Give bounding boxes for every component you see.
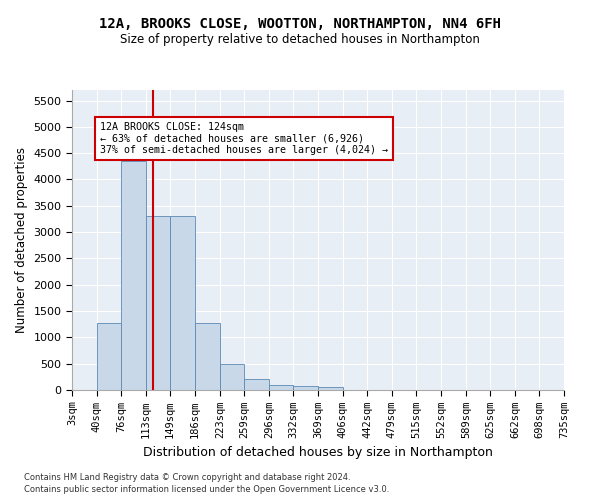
Bar <box>269 384 293 390</box>
Bar <box>244 378 269 390</box>
Text: Contains public sector information licensed under the Open Government Licence v3: Contains public sector information licen… <box>24 485 389 494</box>
Bar <box>121 161 146 390</box>
Text: 12A, BROOKS CLOSE, WOOTTON, NORTHAMPTON, NN4 6FH: 12A, BROOKS CLOSE, WOOTTON, NORTHAMPTON,… <box>99 18 501 32</box>
Bar <box>146 216 170 390</box>
Bar <box>318 387 343 390</box>
Bar <box>293 386 318 390</box>
Text: Size of property relative to detached houses in Northampton: Size of property relative to detached ho… <box>120 32 480 46</box>
Y-axis label: Number of detached properties: Number of detached properties <box>15 147 28 333</box>
Text: 12A BROOKS CLOSE: 124sqm
← 63% of detached houses are smaller (6,926)
37% of sem: 12A BROOKS CLOSE: 124sqm ← 63% of detach… <box>100 122 388 155</box>
Bar <box>220 364 244 390</box>
Bar <box>170 216 195 390</box>
Bar <box>97 323 121 390</box>
Bar <box>195 322 220 390</box>
X-axis label: Distribution of detached houses by size in Northampton: Distribution of detached houses by size … <box>143 446 493 459</box>
Text: Contains HM Land Registry data © Crown copyright and database right 2024.: Contains HM Land Registry data © Crown c… <box>24 472 350 482</box>
